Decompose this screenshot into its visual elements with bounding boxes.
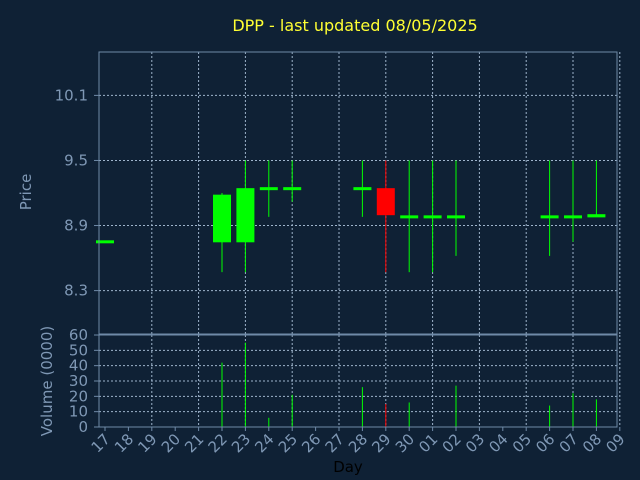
day-axis-label: Day	[333, 458, 363, 476]
volume-bars	[221, 342, 597, 427]
volume-tick-label: 20	[69, 387, 88, 405]
candle-body	[587, 214, 606, 218]
candle-body	[564, 215, 582, 219]
chart-title: DPP - last updated 08/05/2025	[232, 16, 477, 35]
price-ticks: 8.3 8.9 9.5 10.1	[55, 86, 99, 300]
candle-body	[283, 187, 302, 191]
candle-body	[447, 215, 465, 219]
volume-tick-label: 0	[78, 418, 88, 436]
price-tick-label: 8.3	[64, 282, 88, 300]
volume-axis-label: Volume (0000)	[38, 326, 56, 436]
candle-body	[213, 194, 231, 243]
volume-tick-label: 30	[69, 372, 88, 390]
price-tick-label: 8.9	[64, 217, 88, 235]
volume-tick-label: 10	[69, 403, 88, 421]
price-frame	[98, 51, 618, 335]
candle-body	[353, 187, 372, 191]
price-tick-label: 10.1	[55, 86, 88, 104]
candle-body	[96, 240, 114, 244]
volume-frame	[98, 334, 618, 428]
price-tick-label: 9.5	[64, 151, 88, 169]
price-axis-label: Price	[17, 174, 35, 211]
candle-body	[423, 215, 442, 219]
candle-body	[400, 215, 419, 219]
volume-tick-label: 40	[69, 357, 88, 375]
candle-body	[376, 188, 395, 216]
volume-tick-label: 60	[69, 326, 88, 344]
candle-body	[540, 215, 559, 219]
candles	[96, 160, 606, 273]
volume-tick-label: 50	[69, 341, 88, 359]
candle-body	[236, 188, 255, 243]
candle-body	[259, 187, 278, 191]
